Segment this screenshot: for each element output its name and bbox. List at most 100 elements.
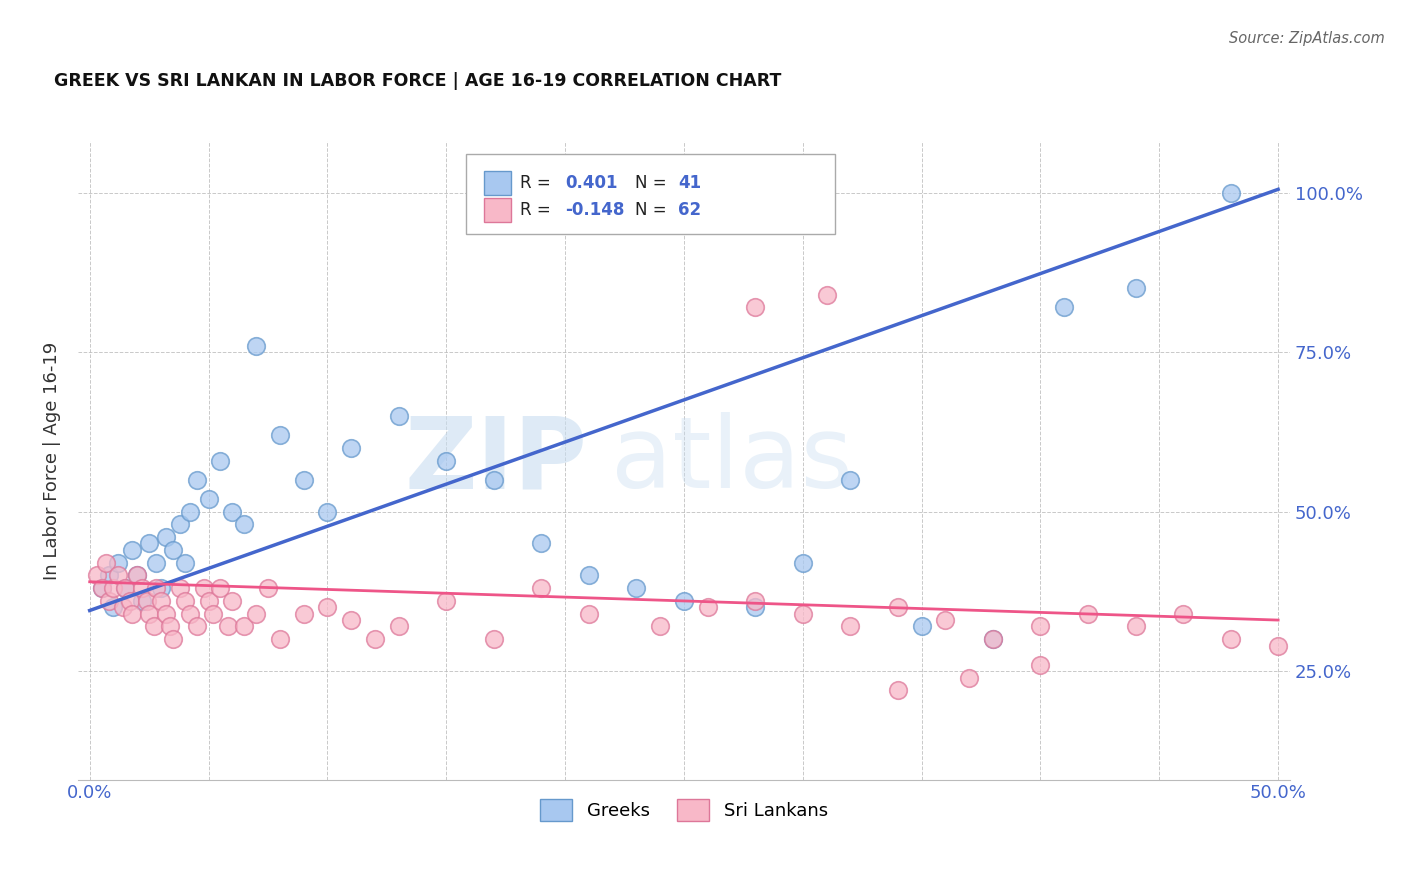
Point [193,581,215,595]
Point [434,453,457,467]
Text: -0.148: -0.148 [565,201,624,219]
Point [482,632,505,647]
Point [127,568,149,582]
Bar [484,198,510,222]
Point [269,428,291,442]
Point [173,594,195,608]
Point [114,581,136,595]
Point [650,619,672,633]
Point [957,671,980,685]
Point [388,409,411,423]
Point [1029,619,1052,633]
Point [530,536,553,550]
Point [149,581,172,595]
Text: GREEK VS SRI LANKAN IN LABOR FORCE | AGE 16-19 CORRELATION CHART: GREEK VS SRI LANKAN IN LABOR FORCE | AGE… [53,72,780,90]
Point [145,581,167,595]
Text: 0.401: 0.401 [565,174,617,192]
Point [135,594,157,608]
Point [131,581,153,595]
Point [233,619,256,633]
Point [815,287,838,301]
Point [388,619,411,633]
Point [672,594,695,608]
Point [155,530,177,544]
Point [530,581,553,595]
Point [1029,657,1052,672]
Point [1219,632,1241,647]
Point [269,632,291,647]
Point [159,619,181,633]
Point [111,600,134,615]
Point [202,607,225,621]
Point [96,556,118,570]
Point [127,568,149,582]
Point [138,536,160,550]
Point [839,473,862,487]
Point [90,581,112,595]
Point [1125,619,1147,633]
Text: ZIP: ZIP [404,412,586,509]
Point [90,581,112,595]
Point [696,600,718,615]
Legend: Greeks, Sri Lankans: Greeks, Sri Lankans [533,791,835,828]
Point [149,594,172,608]
Point [155,607,177,621]
Point [340,613,363,627]
Point [792,607,814,621]
Point [103,581,125,595]
Point [316,505,339,519]
Point [1219,186,1241,200]
Point [162,632,184,647]
Point [744,301,766,315]
Text: R =: R = [520,201,557,219]
Text: 62: 62 [678,201,702,219]
Text: atlas: atlas [612,412,853,509]
Point [1053,301,1076,315]
Point [217,619,239,633]
Point [792,556,814,570]
Point [209,453,232,467]
Point [179,505,201,519]
Text: Source: ZipAtlas.com: Source: ZipAtlas.com [1229,31,1385,46]
Point [162,542,184,557]
Point [257,581,280,595]
Point [221,505,243,519]
Point [934,613,956,627]
Y-axis label: In Labor Force | Age 16-19: In Labor Force | Age 16-19 [44,342,60,580]
Point [578,568,600,582]
Point [142,619,165,633]
Text: N =: N = [636,174,672,192]
Point [169,581,191,595]
Point [179,607,201,621]
Point [114,581,136,595]
Point [121,542,143,557]
Point [209,581,232,595]
Point [744,594,766,608]
Point [316,600,339,615]
Point [197,594,219,608]
Point [233,517,256,532]
FancyBboxPatch shape [465,154,835,234]
Text: R =: R = [520,174,557,192]
Point [186,619,208,633]
Point [340,441,363,455]
Point [292,607,315,621]
Point [107,568,129,582]
Text: 41: 41 [678,174,702,192]
Point [221,594,243,608]
Point [86,568,108,582]
Point [1077,607,1099,621]
Point [138,607,160,621]
Point [245,607,267,621]
Point [626,581,648,595]
Point [197,491,219,506]
Point [364,632,387,647]
Point [981,632,1004,647]
Point [103,600,125,615]
Text: N =: N = [636,201,672,219]
Point [292,473,315,487]
Point [131,594,153,608]
Point [120,594,142,608]
Point [107,556,129,570]
Point [744,600,766,615]
